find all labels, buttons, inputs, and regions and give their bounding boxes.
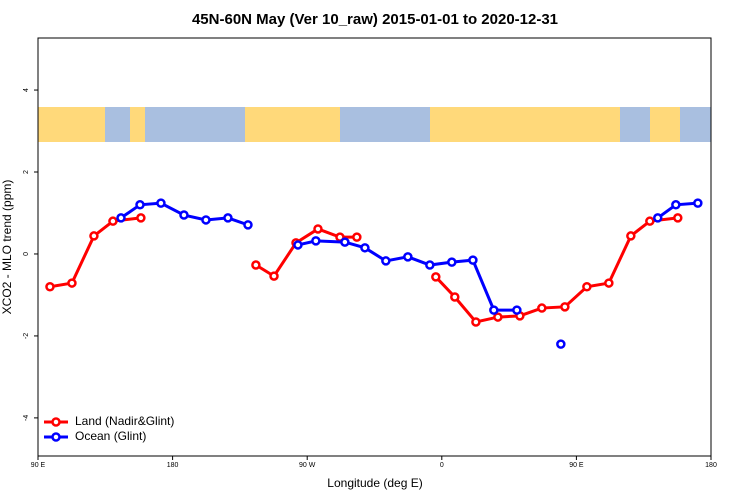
y-tick-label: -4 bbox=[23, 415, 30, 421]
data-point bbox=[489, 305, 499, 315]
data-point bbox=[626, 231, 636, 241]
x-tick-label: 90 E bbox=[31, 462, 46, 469]
data-point bbox=[425, 260, 435, 270]
x-axis-label: Longitude (deg E) bbox=[327, 476, 422, 490]
legend-marker bbox=[51, 432, 61, 442]
data-point bbox=[493, 312, 503, 322]
plot-frame bbox=[37, 37, 712, 457]
data-point bbox=[671, 200, 681, 210]
data-point bbox=[251, 260, 261, 270]
data-point bbox=[450, 292, 460, 302]
data-point bbox=[116, 213, 126, 223]
x-tick-label: 180 bbox=[167, 462, 179, 469]
data-point bbox=[381, 256, 391, 266]
data-point bbox=[468, 255, 478, 265]
x-tick-label: 180 bbox=[705, 462, 717, 469]
data-point bbox=[560, 302, 570, 312]
data-point bbox=[108, 216, 118, 226]
data-point bbox=[313, 224, 323, 234]
x-tick-label: 0 bbox=[440, 462, 444, 469]
map-band bbox=[38, 107, 711, 142]
y-tick-label: 0 bbox=[23, 252, 30, 256]
data-point bbox=[403, 252, 413, 262]
legend: Land (Nadir&Glint)Ocean (Glint) bbox=[44, 414, 174, 443]
data-point bbox=[556, 339, 566, 349]
data-point bbox=[243, 220, 253, 230]
map-ocean bbox=[620, 107, 650, 142]
data-point bbox=[269, 271, 279, 281]
data-point bbox=[201, 215, 211, 225]
data-point bbox=[223, 213, 233, 223]
data-point bbox=[89, 231, 99, 241]
legend-label: Ocean (Glint) bbox=[75, 429, 146, 443]
data-point bbox=[582, 282, 592, 292]
data-point bbox=[431, 272, 441, 282]
data-point bbox=[447, 257, 457, 267]
legend-label: Land (Nadir&Glint) bbox=[75, 414, 174, 428]
x-tick-label: 90 W bbox=[299, 462, 316, 469]
data-point bbox=[311, 236, 321, 246]
y-tick-label: 2 bbox=[23, 170, 30, 174]
map-ocean bbox=[340, 107, 430, 142]
map-ocean bbox=[105, 107, 130, 142]
data-point bbox=[340, 237, 350, 247]
map-ocean bbox=[145, 107, 245, 142]
data-point bbox=[352, 232, 362, 242]
data-point bbox=[693, 198, 703, 208]
data-point bbox=[156, 198, 166, 208]
data-point bbox=[67, 278, 77, 288]
y-tick-label: -2 bbox=[23, 333, 30, 339]
data-point bbox=[653, 213, 663, 223]
chart-title: 45N-60N May (Ver 10_raw) 2015-01-01 to 2… bbox=[192, 11, 558, 28]
data-point bbox=[179, 210, 189, 220]
data-point bbox=[645, 216, 655, 226]
y-axis-label: XCO2 - MLO trend (ppm) bbox=[0, 180, 14, 315]
data-point bbox=[471, 317, 481, 327]
data-point bbox=[604, 278, 614, 288]
data-point bbox=[293, 240, 303, 250]
data-point bbox=[135, 200, 145, 210]
y-tick-label: 4 bbox=[23, 88, 30, 92]
data-point bbox=[537, 303, 547, 313]
data-point bbox=[136, 213, 146, 223]
data-point bbox=[360, 243, 370, 253]
map-ocean bbox=[680, 107, 711, 142]
data-point bbox=[673, 213, 683, 223]
legend-marker bbox=[51, 417, 61, 427]
x-tick-label: 90 E bbox=[569, 462, 584, 469]
data-point bbox=[45, 282, 55, 292]
data-point bbox=[512, 305, 522, 315]
